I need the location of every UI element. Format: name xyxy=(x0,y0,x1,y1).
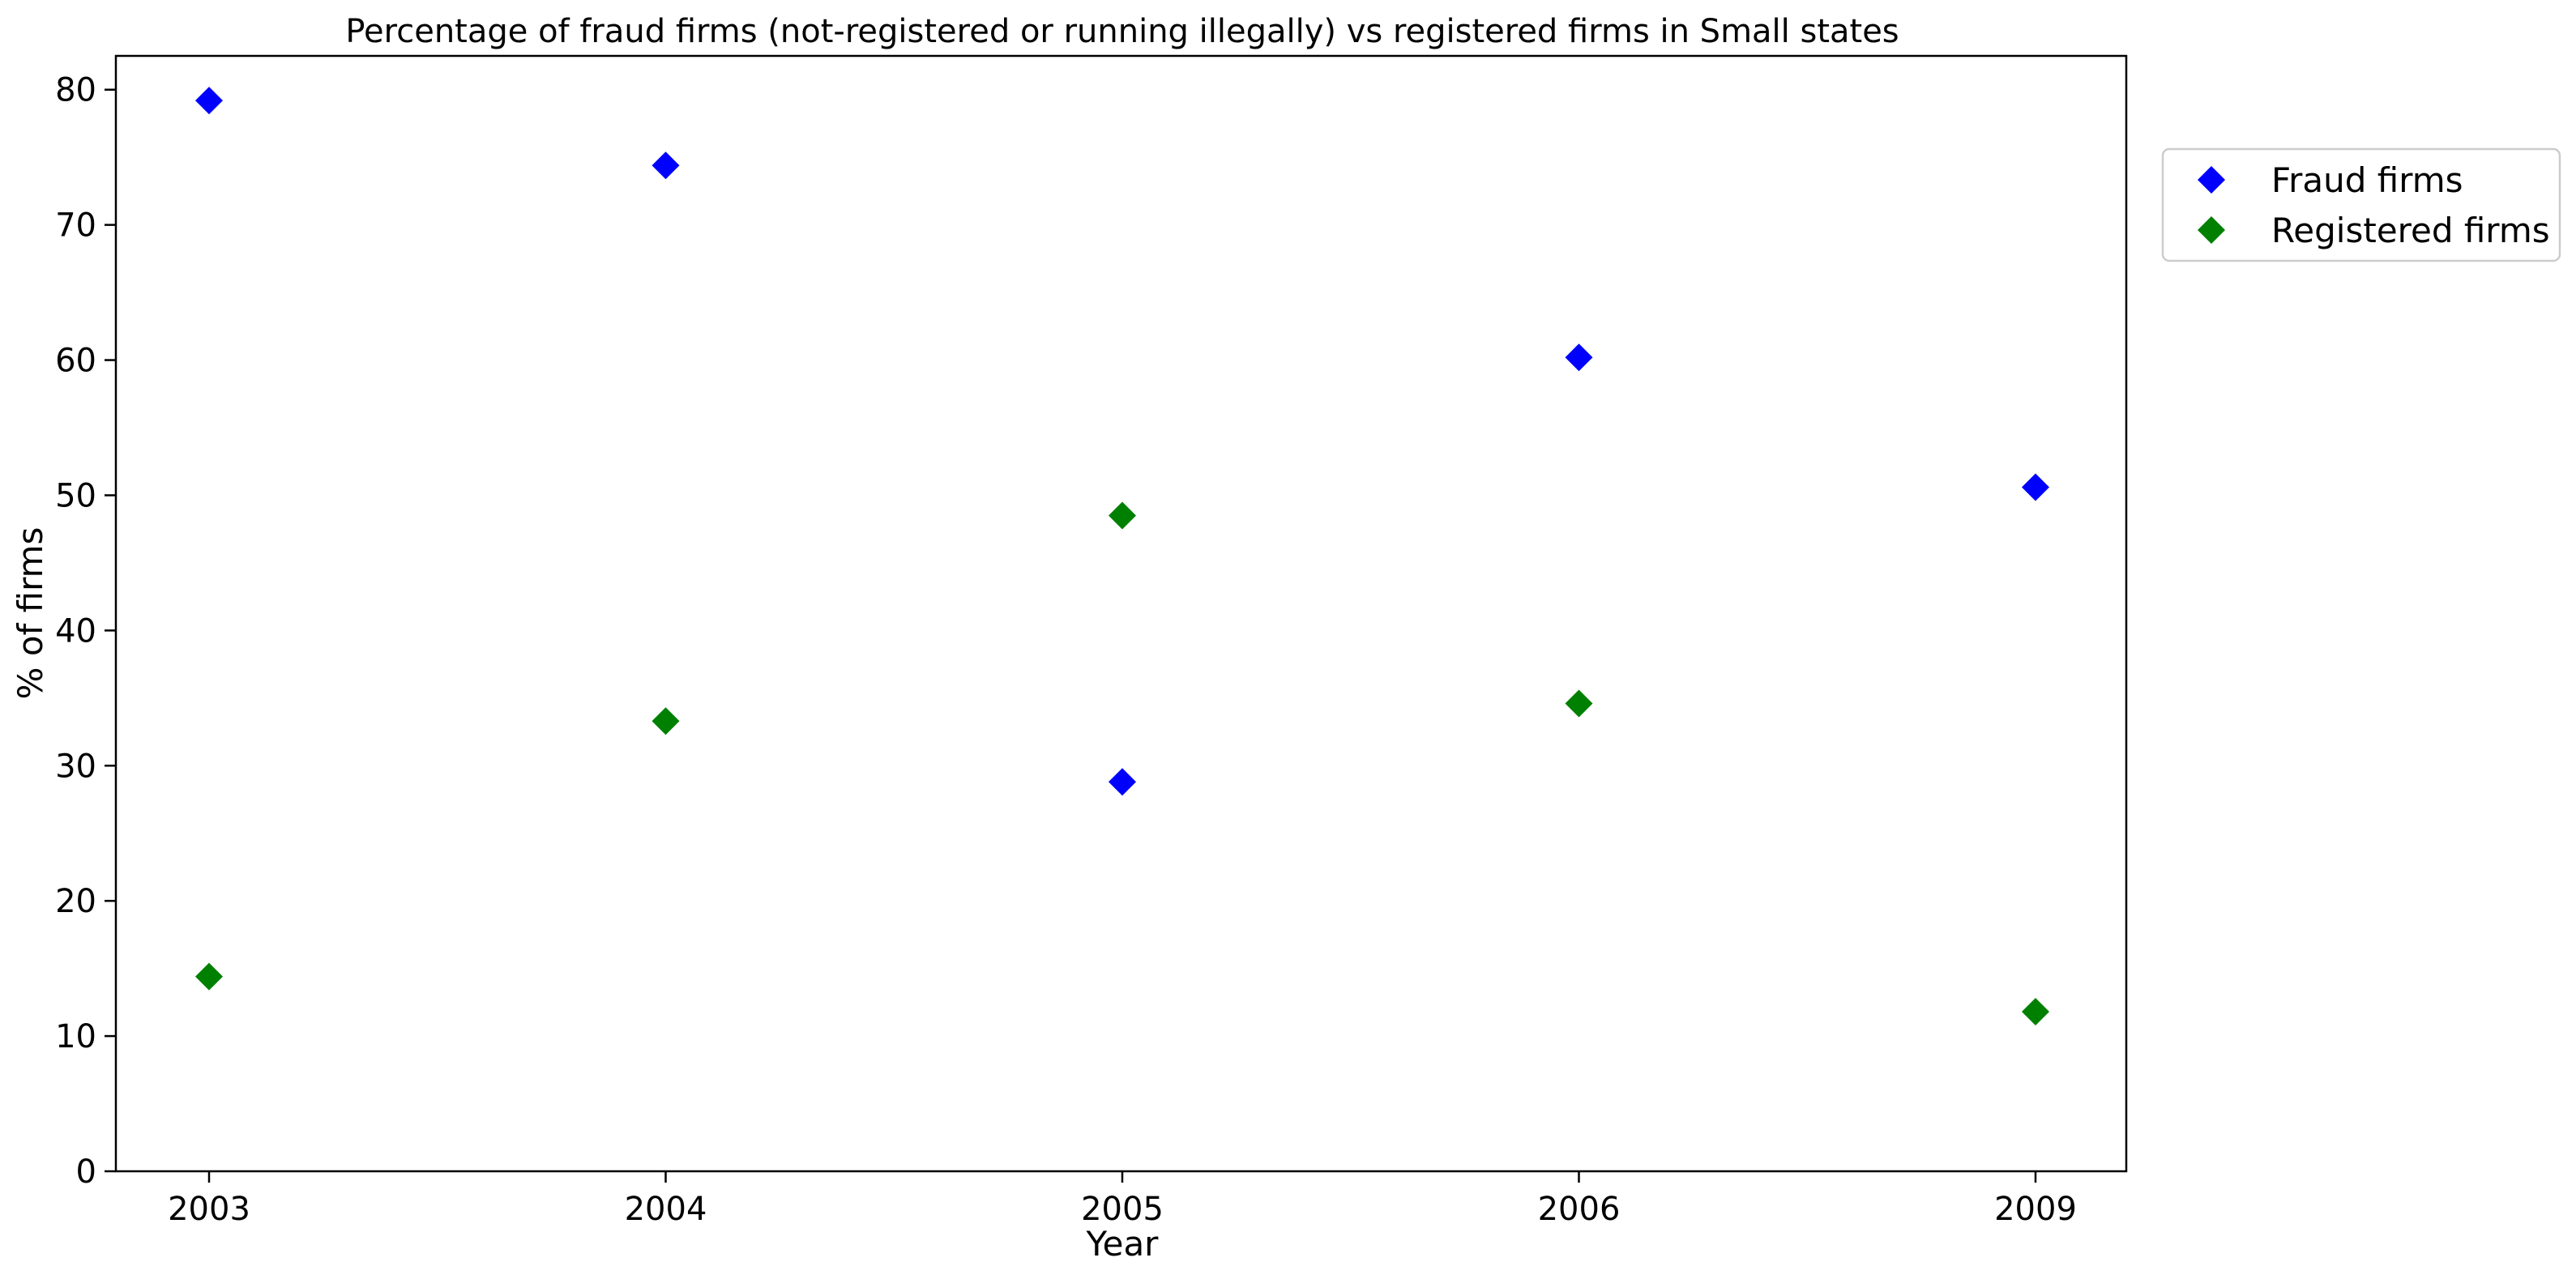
legend-frame xyxy=(2161,147,2561,262)
y-tick-label: 20 xyxy=(55,883,96,920)
registered-firms-point xyxy=(2022,998,2049,1026)
registered-firms-point xyxy=(195,962,223,991)
fraud-firms-point xyxy=(1565,343,1593,372)
registered-firms-point xyxy=(1109,501,1136,530)
plot-area-frame xyxy=(114,54,2128,1173)
y-tick-label: 60 xyxy=(55,343,96,380)
legend-marker-fraud-firms xyxy=(2198,166,2225,194)
registered-firms-point xyxy=(651,707,680,735)
y-tick-label: 10 xyxy=(55,1018,96,1055)
fraud-firms-point xyxy=(651,151,680,180)
fraud-firms-point xyxy=(2022,473,2049,501)
y-axis-ticks: 0 10 20 30 40 50 60 70 80 xyxy=(55,72,116,1191)
x-tick-label: 2005 xyxy=(1081,1191,1164,1228)
x-tick-label: 2004 xyxy=(625,1191,707,1228)
x-tick-label: 2003 xyxy=(168,1191,250,1228)
y-tick-label: 70 xyxy=(55,207,96,245)
y-axis-label: % of firms xyxy=(11,527,50,700)
fraud-firms-point xyxy=(1109,768,1136,796)
data-markers xyxy=(195,87,2049,1026)
legend-marker-registered-firms xyxy=(2198,216,2225,244)
y-tick-label: 40 xyxy=(55,612,96,650)
legend: Fraud firms Registered firms xyxy=(2161,147,2561,262)
x-tick-label: 2006 xyxy=(1538,1191,1621,1228)
y-tick-label: 50 xyxy=(55,477,96,514)
legend-label-fraud-firms: Fraud firms xyxy=(2271,160,2463,200)
legend-label-registered-firms: Registered firms xyxy=(2271,211,2550,250)
y-tick-label: 30 xyxy=(55,748,96,785)
y-tick-label: 0 xyxy=(76,1153,96,1191)
x-tick-label: 2009 xyxy=(1994,1191,2077,1228)
chart-title: Percentage of fraud firms (not-registere… xyxy=(345,13,1899,50)
y-tick-label: 80 xyxy=(55,72,96,109)
x-axis-label: Year xyxy=(1086,1224,1160,1264)
registered-firms-point xyxy=(1565,689,1593,718)
fraud-firms-point xyxy=(195,87,223,115)
x-axis-ticks: 2003 2004 2005 2006 2009 xyxy=(168,1171,2077,1228)
